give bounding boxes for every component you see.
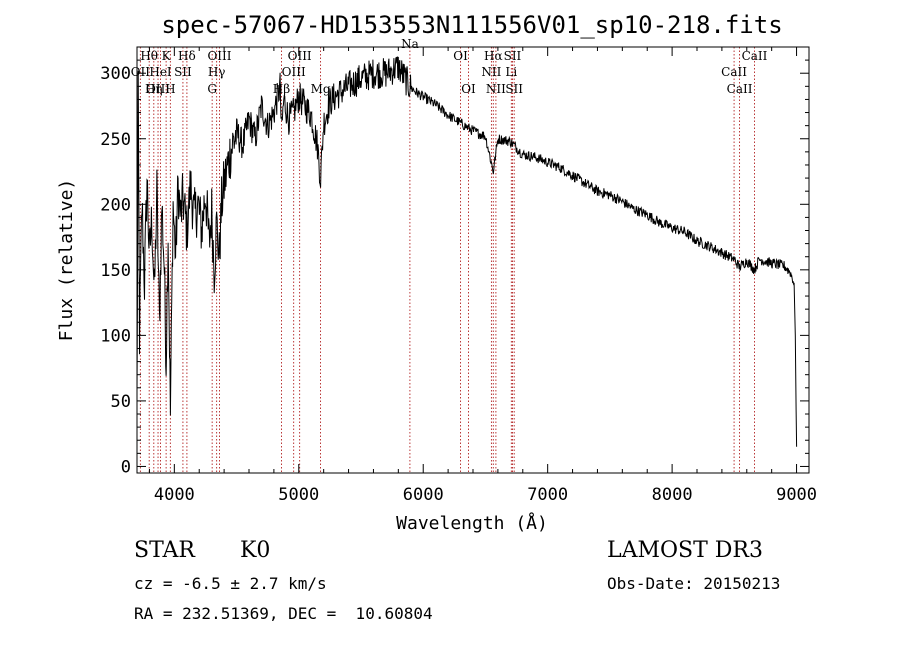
line-label: Hβ [273, 82, 290, 96]
plot-frame [136, 46, 810, 474]
axis-ticks: 4000 5000 6000 7000 8000 9000 0 50 100 150 200 250 3… [100, 47, 817, 505]
series-group [136, 56, 798, 447]
survey-label: LAMOST DR3 [607, 538, 763, 563]
y-tick-label: 100 [100, 326, 131, 346]
line-label: Na [401, 37, 419, 51]
line-label: Hδ [178, 49, 196, 63]
line-label: OIII [146, 82, 170, 96]
line-label: SII [504, 49, 522, 63]
line-label: G [207, 82, 217, 96]
line-label: H [165, 82, 175, 96]
line-label: OIII [282, 65, 306, 79]
line-label: CaII [721, 65, 747, 79]
line-label: Hγ [208, 65, 226, 79]
line-label: Li [505, 65, 517, 79]
x-tick-label: 5000 [278, 485, 319, 505]
line-label: K [162, 49, 172, 63]
line-label: OI [461, 82, 476, 96]
y-tick-label: 150 [100, 261, 131, 281]
line-label: Hα [484, 49, 503, 63]
chart-title: spec-57067-HD153553N111556V01_sp10-218.f… [161, 11, 782, 39]
coordinates-text: RA = 232.51369, DEC = 10.60804 [134, 604, 433, 623]
line-label: OII [131, 65, 151, 79]
line-label: HeI [149, 65, 172, 79]
line-label: NII [486, 82, 506, 96]
line-label: CaII [727, 82, 753, 96]
line-label: Mg [311, 82, 331, 96]
line-label: OI [453, 49, 468, 63]
line-label: SII [505, 82, 523, 96]
x-tick-label: 9000 [776, 485, 817, 505]
line-markers [139, 47, 755, 473]
y-tick-label: 300 [100, 64, 131, 84]
obs-date-text: Obs-Date: 20150213 [607, 574, 781, 593]
line-label: NII [481, 65, 501, 79]
x-tick-label: 6000 [403, 485, 444, 505]
x-axis-label: Wavelength (Å) [396, 512, 548, 534]
y-tick-label: 200 [100, 195, 131, 215]
x-tick-label: 7000 [527, 485, 568, 505]
y-tick-label: 50 [111, 392, 131, 412]
y-tick-label: 250 [100, 130, 131, 150]
y-tick-label: 0 [121, 457, 131, 477]
line-label: Hθ [140, 49, 158, 63]
spectrum-line [136, 56, 798, 447]
line-label: Hη [145, 82, 163, 96]
line-label: SII [174, 65, 192, 79]
line-label: OIII [288, 49, 312, 63]
x-tick-label: 4000 [154, 485, 195, 505]
redshift-text: cz = -6.5 ± 2.7 km/s [134, 574, 327, 593]
x-tick-label: 8000 [652, 485, 693, 505]
y-axis-label: Flux (relative) [56, 179, 77, 342]
subclass-label: K0 [240, 538, 271, 563]
line-label: CaII [742, 49, 768, 63]
line-label: OIII [207, 49, 231, 63]
class-label: STAR [134, 538, 195, 563]
